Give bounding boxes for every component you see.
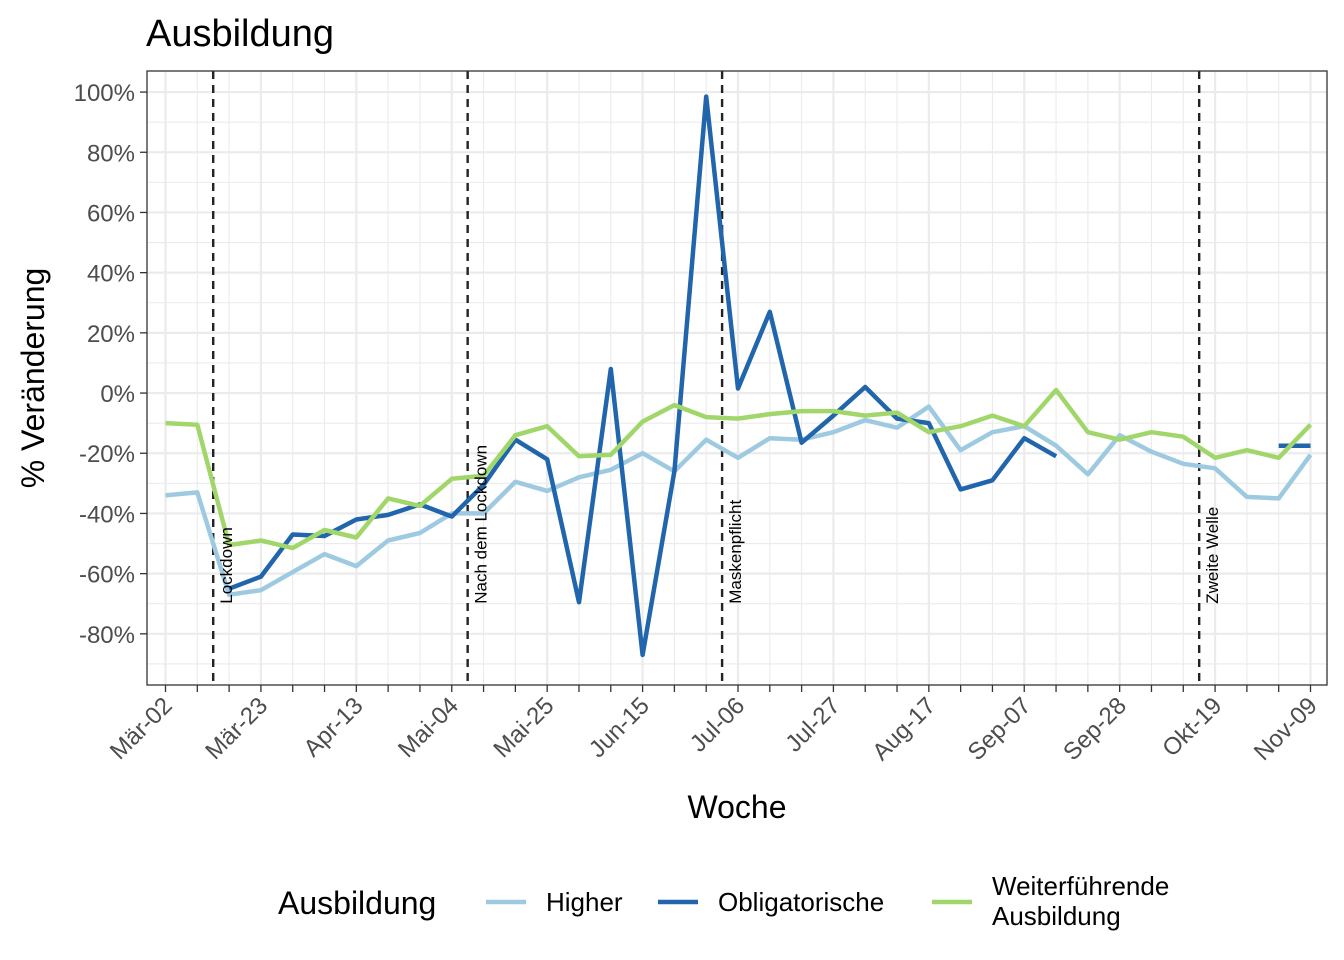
x-tick-label: Mai-25: [488, 692, 559, 763]
legend-title: Ausbildung: [278, 885, 436, 921]
y-tick-label: 80%: [87, 140, 135, 167]
event-label: Lockdown: [217, 527, 236, 604]
x-tick-label: Apr-13: [299, 692, 369, 762]
plot-border: [146, 70, 1328, 686]
event-annotations: Lockdown Nach dem Lockdown Maskenpflicht Zw…: [217, 445, 1222, 604]
series-lines: [165, 94, 1313, 658]
x-tick-label: Nov-09: [1249, 692, 1323, 766]
event-lines: [212, 71, 1201, 685]
event-label: Zweite Welle: [1203, 507, 1222, 604]
series-line: [165, 387, 1313, 551]
y-tick-label: -20%: [79, 441, 135, 468]
y-tick-label: 40%: [87, 261, 135, 288]
y-tick-label: -80%: [79, 622, 135, 649]
chart-title: Ausbildung: [146, 13, 334, 55]
x-tick-label: Jun-15: [584, 692, 655, 763]
x-tick-label: Sep-28: [1058, 692, 1132, 766]
legend-label: Obligatorische: [718, 887, 884, 917]
x-tick-label: Aug-17: [867, 692, 941, 766]
event-label: Nach dem Lockdown: [472, 445, 491, 604]
legend-label: Ausbildung: [992, 901, 1121, 931]
y-tick-label: -60%: [79, 562, 135, 589]
y-tick-label: 60%: [87, 200, 135, 227]
x-tick-label: Okt-19: [1157, 692, 1227, 762]
x-tick-label: Jul-27: [780, 692, 845, 757]
x-tick-label: Mai-04: [393, 692, 464, 763]
x-tick-label: Mär-02: [105, 692, 178, 765]
x-tick-label: Jul-06: [685, 692, 750, 757]
y-tick-label: -40%: [79, 501, 135, 528]
event-label: Maskenpflicht: [726, 500, 745, 604]
y-tick-label: 20%: [87, 321, 135, 348]
legend-label: Weiterführende: [992, 871, 1169, 901]
x-axis-label: Woche: [687, 789, 786, 825]
legend-label: Higher: [546, 887, 623, 917]
plot-area: Lockdown Nach dem Lockdown Maskenpflicht Zw…: [146, 70, 1328, 686]
x-tick-label: Mär-23: [200, 692, 273, 765]
y-axis: -80% -60% -40% -20% 0% 20% 40% 60% 80% 100%: [74, 80, 147, 649]
x-tick-label: Sep-07: [963, 692, 1037, 766]
legend-keys: Higher Obligatorische WeiterführendeAusbil…: [486, 871, 1169, 931]
y-tick-label: 100%: [74, 80, 135, 107]
legend: Ausbildung Higher Obligatorische Weiterfüh…: [278, 871, 1169, 931]
series-line: [228, 94, 1311, 658]
series-line: [165, 404, 1313, 597]
x-axis: Mär-02 Mär-23 Apr-13 Mai-04 Mai-25 Jun-15 Jul-…: [105, 685, 1323, 766]
y-tick-label: 0%: [100, 381, 135, 408]
y-axis-label: % Veränderung: [15, 268, 51, 489]
